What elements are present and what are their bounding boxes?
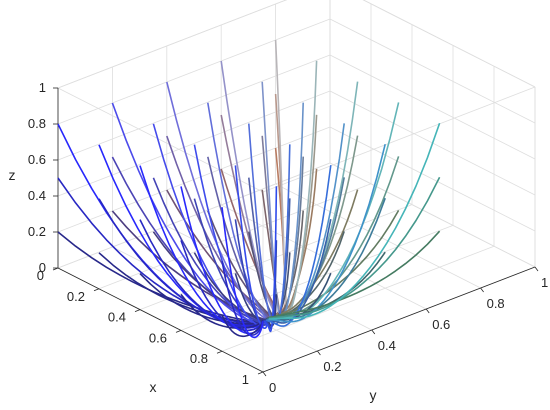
y-tick-label: 1 — [541, 275, 548, 290]
trajectory-72 — [268, 230, 441, 319]
box-edge — [57, 0, 288, 89]
z-tick-label: 0.8 — [28, 116, 46, 131]
grid-line — [329, 54, 536, 160]
y-axis-line — [262, 266, 536, 373]
x-tick-label: 0.6 — [149, 330, 167, 345]
y-tick-mark — [534, 266, 539, 272]
x-tick-mark — [134, 309, 141, 312]
trajectory-73 — [268, 176, 441, 320]
trajectory-62 — [221, 207, 264, 339]
x-axis-label: x — [150, 379, 157, 395]
y-tick-label: 0.6 — [432, 317, 450, 332]
box-edge — [57, 87, 264, 193]
x-tick-mark — [216, 350, 223, 354]
box-edge — [262, 86, 536, 193]
y-tick-label: 0.4 — [378, 338, 396, 353]
trajectory-68 — [265, 165, 332, 327]
grid-line — [57, 0, 288, 89]
x-tick-mark — [93, 288, 100, 292]
y-tick-mark — [371, 329, 376, 335]
x-tick-label: 0.4 — [108, 310, 126, 325]
x-tick-label: 1 — [242, 372, 249, 387]
y-tick-mark — [262, 371, 267, 377]
grid-line — [57, 90, 331, 197]
y-tick-mark — [480, 287, 484, 293]
x-tick-label: 0 — [37, 268, 44, 283]
z-tick-label: 0.2 — [28, 224, 46, 239]
grid-line — [57, 18, 331, 125]
z-tick-label: 0.4 — [28, 188, 46, 203]
y-tick-label: 0.2 — [323, 359, 341, 374]
z-tick-label: 0.6 — [28, 152, 46, 167]
x-tick-mark — [257, 371, 264, 375]
trajectory-71 — [267, 144, 386, 323]
y-tick-mark — [425, 308, 430, 314]
z-axis-label: z — [9, 167, 16, 183]
series-layer — [57, 39, 441, 339]
grid-line — [221, 245, 495, 352]
x-tick-label: 0.8 — [190, 351, 208, 366]
grid-line — [329, 162, 536, 268]
trajectory-8 — [166, 81, 270, 322]
z-tick-label: 1 — [39, 80, 46, 95]
tick-layer: 0 0.2 0.4 0.6 0.8 1 0 0.2 0.4 0.6 0.8 1 0 0.2 0.4 0.6 0.… — [28, 80, 548, 395]
grid-line — [329, 18, 536, 124]
x-tick-mark — [175, 330, 182, 333]
y-tick-mark — [317, 350, 321, 356]
y-tick-label: 0 — [269, 380, 276, 395]
y-tick-label: 0.8 — [487, 296, 505, 311]
grid-line — [57, 54, 331, 161]
grid-line — [329, 126, 536, 232]
y-axis-label: y — [370, 387, 377, 403]
grid-line — [57, 162, 331, 269]
box-edge — [362, 0, 536, 88]
trajectory-74 — [268, 122, 441, 320]
grid-line — [362, 0, 536, 88]
x-axis-line — [57, 267, 264, 373]
z-tick-label: 0 — [39, 260, 46, 275]
trajectory-14 — [267, 39, 287, 320]
x-tick-label: 0.2 — [67, 289, 85, 304]
